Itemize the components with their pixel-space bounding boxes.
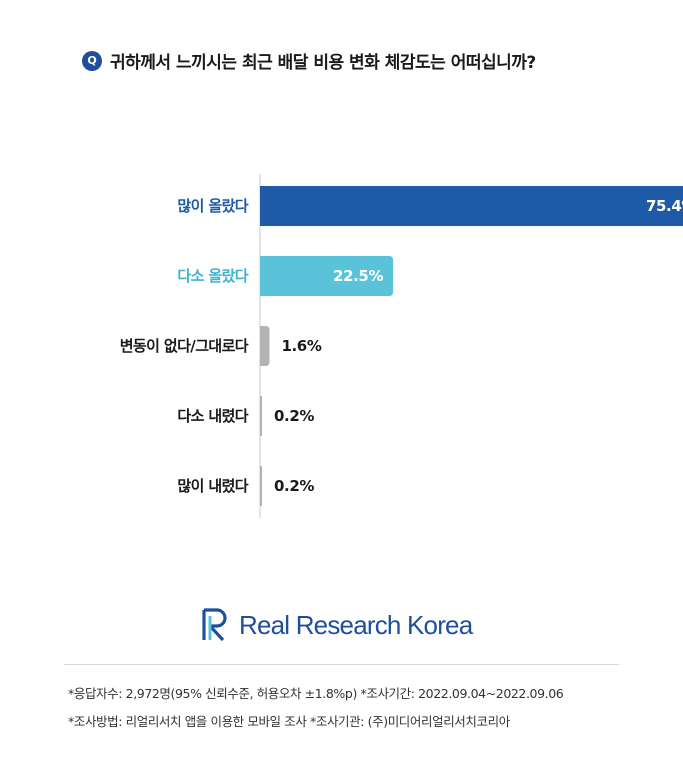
value-label: 0.2% [274, 477, 314, 495]
bar [260, 256, 394, 296]
category-label: 다소 내렸다 [177, 407, 248, 425]
bar [260, 396, 262, 436]
value-label: 0.2% [274, 407, 314, 425]
value-label: 22.5% [333, 267, 383, 285]
survey-note-2: *조사방법: 리얼리서치 앱을 이용한 모바일 조사 *조사기관: (주)미디어… [68, 714, 510, 729]
category-label: 많이 내렸다 [177, 477, 248, 495]
brand-name: Real Research Korea [239, 609, 473, 640]
question-badge: Q [82, 50, 102, 71]
survey-note-1: *응답자수: 2,972명(95% 신뢰수준, 허용오차 ±1.8%p) *조사… [68, 686, 564, 701]
footer-divider [64, 664, 619, 665]
value-label: 1.6% [281, 337, 321, 355]
category-label: 다소 올랐다 [177, 267, 248, 285]
bar [260, 466, 262, 506]
question-text: 귀하께서 느끼시는 최근 배달 비용 변화 체감도는 어떠십니까? [110, 53, 536, 73]
bar [260, 326, 270, 366]
value-label: 75.4% [646, 197, 683, 215]
category-label: 많이 올랐다 [177, 197, 248, 215]
bar-chart: 많이 올랐다 75.4% 다소 올랐다 22.5% 변동이 없다/그대로다 1.6% 다소 … [120, 174, 683, 518]
brand-logo: Real Research Korea [201, 608, 473, 642]
bar [260, 186, 683, 226]
category-label: 변동이 없다/그대로다 [120, 337, 249, 355]
real-research-logo-icon [202, 608, 227, 642]
question-header: Q 귀하께서 느끼시는 최근 배달 비용 변화 체감도는 어떠십니까? [82, 48, 536, 73]
